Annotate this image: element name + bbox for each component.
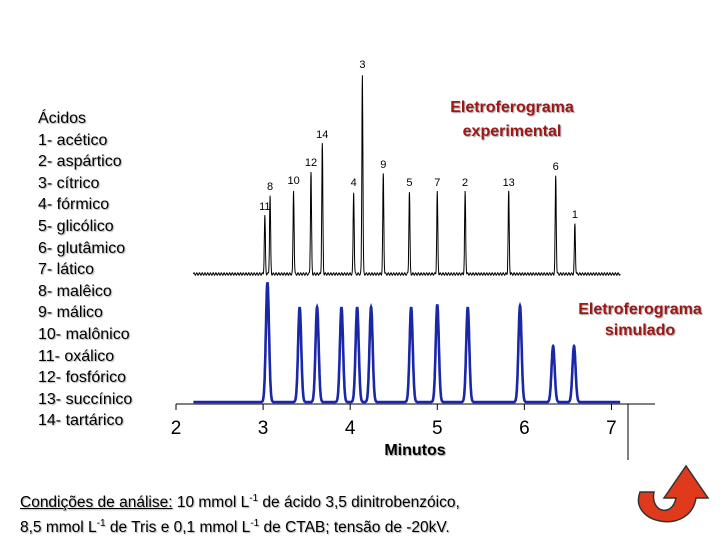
acid-legend-item: 9- málico [38, 304, 103, 322]
experimental-peak-label: 9 [380, 159, 386, 171]
acid-legend-item: 7- lático [38, 261, 95, 279]
return-arrow-icon [637, 464, 710, 523]
x-tick-label: 2 [171, 418, 182, 439]
experimental-peak-label: 1 [572, 209, 578, 221]
analysis-conditions: Condições de análise: 10 mmol L-1 de áci… [20, 488, 460, 538]
acid-legend-item: 12- fosfórico [38, 369, 127, 387]
acid-legend: Ácidos 1- acético 2- aspártico 3- cítrico 4… [38, 108, 132, 432]
x-tick-label: 3 [258, 418, 269, 439]
simulated-trace [193, 282, 621, 404]
experimental-peak-label: 3 [359, 59, 365, 71]
experimental-peak-label: 7 [434, 177, 440, 189]
conditions-line-1: Condições de análise: 10 mmol L-1 de áci… [20, 493, 460, 512]
experimental-peak-label: 12 [305, 157, 317, 169]
experimental-peak-label: 5 [406, 177, 412, 189]
return-button[interactable] [620, 462, 712, 536]
x-tick-label: 7 [606, 418, 617, 439]
x-axis-label: Minutos [384, 442, 445, 459]
experimental-label-line2: experimental [463, 123, 562, 140]
experimental-peak-label: 11 [259, 201, 270, 213]
conditions-line-2: 8,5 mmol L-1 de Tris e 0,1 mmol L-1 de C… [20, 518, 450, 537]
simulated-label-line2: simulado [605, 322, 675, 339]
acid-legend-item: 11- oxálico [38, 347, 115, 365]
x-tick-label: 5 [432, 418, 443, 439]
conditions-prefix: Condições de análise: [20, 494, 173, 512]
experimental-peak-label: 10 [287, 175, 299, 187]
acid-legend-item: 14- tartárico [38, 412, 124, 430]
acid-legend-item: 3- cítrico [38, 174, 100, 192]
x-tick-label: 4 [345, 418, 356, 439]
acid-legend-item: 1- acético [38, 131, 108, 149]
acid-legend-item: 4- fórmico [38, 196, 110, 214]
experimental-peak-label: 6 [553, 161, 559, 173]
experimental-peak-label: 4 [351, 177, 357, 189]
experimental-trace [192, 75, 621, 276]
acid-legend-item: 5- glicólico [38, 217, 114, 235]
acid-legend-item: 10- malônico [38, 325, 130, 343]
experimental-peak-label: 8 [267, 181, 273, 193]
acid-legend-item: 13- succínico [38, 390, 133, 408]
x-tick-label: 6 [519, 418, 530, 439]
acid-legend-item: 2- aspártico [38, 153, 122, 171]
experimental-peak-label: 13 [503, 177, 515, 189]
experimental-label-line1: Eletroferograma [450, 99, 574, 116]
simulated-label-line1: Eletroferograma [578, 301, 702, 318]
acid-legend-title: Ácidos [38, 110, 87, 127]
experimental-peak-label: 2 [462, 177, 468, 189]
experimental-peak-label: 14 [316, 129, 328, 141]
acid-legend-item: 6- glutâmico [38, 239, 126, 257]
acid-legend-item: 8- malêico [38, 282, 112, 300]
